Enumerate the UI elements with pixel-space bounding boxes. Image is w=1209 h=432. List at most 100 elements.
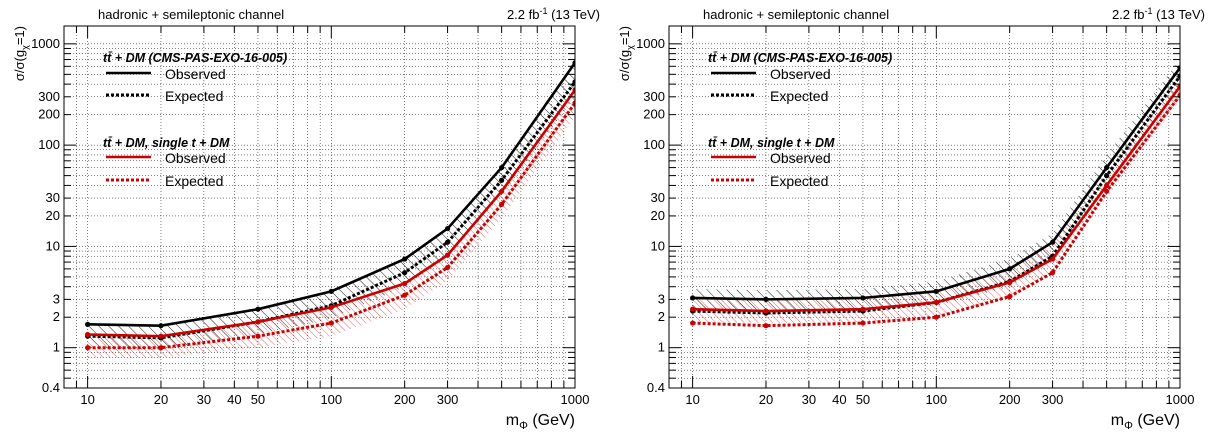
black-expected-point	[444, 239, 451, 245]
red-expected-point	[1049, 270, 1056, 276]
x-axis-sub: Φ	[519, 420, 528, 432]
black-observed-point	[328, 288, 334, 294]
y-tick-label: 200	[643, 107, 665, 122]
y-axis-title: σ/σ(gχ=1)	[617, 26, 635, 81]
red-expected-point	[158, 345, 164, 351]
chart-svg: 10 20 30 40 50 100 200 300 1000 0.4 1 2 3 10 20 30 100 20…	[617, 6, 1205, 432]
y-tick-label: 1	[658, 340, 665, 355]
y-tick-label: 3	[658, 291, 665, 306]
black-expected-point	[572, 79, 575, 85]
chart-panel-left: 10 20 30 40 50 100 200 300 1000 0.4 1 2 3 10 20 30 100 20…	[0, 0, 604, 432]
legend-black-observed-label: Observed	[165, 66, 226, 82]
black-expected-point	[402, 270, 408, 276]
y-tick-label: 30	[46, 190, 60, 205]
x-tick-label: 10	[685, 392, 699, 407]
black-observed-point	[499, 164, 505, 171]
black-observed-point	[85, 321, 91, 327]
x-axis-title: mΦ (GeV)	[1111, 412, 1180, 432]
x-axis-var: m	[1111, 412, 1124, 429]
red-expected-point	[444, 264, 451, 271]
red-observed-point	[255, 319, 261, 325]
black-observed-point	[1104, 164, 1110, 171]
red-observed-point	[402, 280, 408, 287]
y-tick-label: 0.4	[42, 380, 60, 395]
lumi-value: 2.2 fb	[1112, 7, 1145, 22]
legend-red-expected-label: Expected	[165, 173, 223, 189]
header-lumi-label: 2.2 fb-1 (13 TeV)	[1112, 6, 1205, 22]
red-expected-point	[860, 320, 866, 326]
red-observed-point	[933, 299, 939, 306]
red-observed-point	[444, 252, 451, 258]
red-observed-point	[690, 306, 696, 312]
y-tick-label: 10	[46, 238, 60, 253]
red-observed-line	[87, 89, 575, 338]
red-observed-point	[1104, 182, 1110, 189]
header-lumi-label: 2.2 fb-1 (13 TeV)	[507, 6, 600, 22]
lumi-energy: (13 TeV)	[547, 7, 600, 22]
red-expected-point	[1007, 293, 1013, 300]
legend-black-expected-label: Expected	[770, 88, 828, 104]
band-red-hatch	[87, 90, 575, 358]
chart-svg: 10 20 30 40 50 100 200 300 1000 0.4 1 2 3 10 20 30 100 20…	[12, 6, 600, 432]
plot-area	[64, 26, 575, 388]
legend-group1-title: tt̄ + DM (CMS-PAS-EXO-16-005)	[708, 51, 892, 65]
y-axis-sub: χ	[625, 45, 635, 50]
header-channel-label: hadronic + semileptonic channel	[703, 7, 889, 22]
x-tick-label: 300	[437, 392, 459, 407]
red-expected-point	[763, 323, 769, 329]
black-observed-point	[572, 60, 575, 66]
x-tick-label: 10	[80, 392, 94, 407]
lumi-exponent: -1	[1144, 6, 1152, 16]
lumi-energy: (13 TeV)	[1152, 7, 1205, 22]
red-expected-line	[692, 94, 1180, 328]
header-channel-label: hadronic + semileptonic channel	[98, 7, 284, 22]
x-tick-label: 20	[759, 392, 773, 407]
plot-frame	[63, 25, 576, 389]
x-tick-label: 30	[802, 392, 816, 407]
y-tick-label: 20	[46, 208, 60, 223]
red-observed-point	[1177, 83, 1180, 89]
legend-red-observed-label: Observed	[165, 150, 226, 166]
black-observed-point	[402, 256, 408, 262]
red-observed-point	[572, 87, 575, 93]
black-expected-point	[499, 177, 505, 183]
legend-group1-title: tt̄ + DM (CMS-PAS-EXO-16-005)	[103, 51, 287, 65]
x-tick-label: 40	[832, 392, 846, 407]
red-observed-point	[860, 306, 866, 312]
red-expected-point	[255, 333, 261, 339]
red-observed-point	[763, 308, 769, 314]
legend-red-observed-label: Observed	[770, 150, 831, 166]
y-tick-label: 3	[53, 291, 60, 306]
y-tick-label: 100	[643, 137, 665, 152]
y-tick-label: 300	[38, 89, 60, 104]
y-tick-label: 2	[53, 309, 60, 324]
black-expected-line	[87, 81, 575, 340]
x-tick-label: 20	[154, 392, 168, 407]
x-axis-var: m	[506, 412, 519, 429]
chart-panel-right: 10 20 30 40 50 100 200 300 1000 0.4 1 2 3 10 20 30 100 20…	[605, 0, 1209, 432]
red-observed-point	[1049, 256, 1056, 262]
red-expected-point	[933, 314, 939, 320]
x-tick-label: 50	[856, 392, 870, 407]
x-tick-label: 50	[251, 392, 265, 407]
black-observed-point	[933, 288, 939, 294]
lumi-value: 2.2 fb	[507, 7, 540, 22]
x-axis-sub: Φ	[1124, 420, 1133, 432]
y-tick-label: 10	[651, 238, 665, 253]
red-expected-point	[85, 345, 91, 351]
y-tick-label: 1000	[636, 36, 665, 51]
red-expected-point	[572, 100, 575, 106]
black-observed-point	[444, 225, 451, 232]
y-axis-end: =1)	[12, 26, 27, 45]
black-expected-point	[1104, 173, 1110, 179]
x-tick-label: 1000	[1166, 392, 1195, 407]
red-observed-point	[328, 304, 334, 310]
y-tick-label: 300	[643, 89, 665, 104]
y-axis-end: =1)	[617, 26, 632, 45]
red-observed-point	[85, 331, 91, 338]
legend-black-expected-label: Expected	[165, 88, 223, 104]
legend-group2-title: tt̄ + DM, single t + DM	[103, 136, 230, 150]
y-tick-label: 0.4	[647, 380, 665, 395]
red-observed-point	[499, 188, 505, 194]
black-observed-point	[860, 295, 866, 301]
